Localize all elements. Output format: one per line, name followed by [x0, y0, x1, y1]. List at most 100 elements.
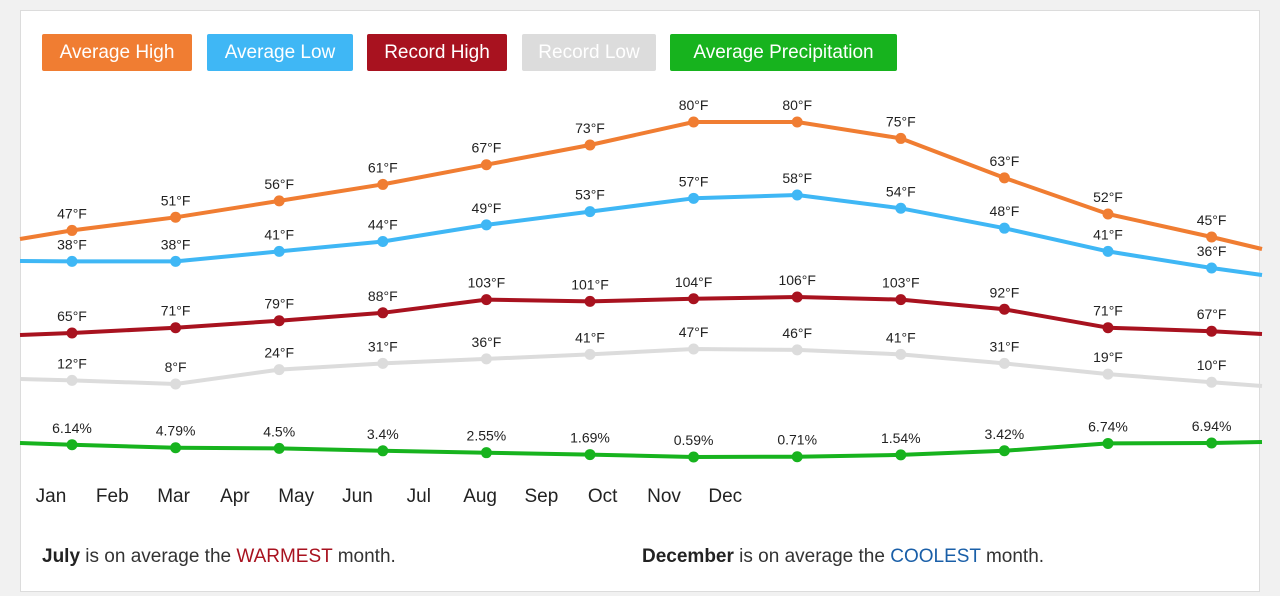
data-point-average-low-jun[interactable]	[584, 206, 596, 218]
data-point-average-high-may[interactable]	[480, 159, 492, 171]
data-label-record-low-oct: 31°F	[990, 338, 1020, 354]
data-point-record-low-aug[interactable]	[791, 344, 803, 356]
data-label-average-low-sep: 54°F	[886, 183, 916, 199]
data-point-average-low-mar[interactable]	[273, 245, 285, 257]
data-label-record-low-mar: 24°F	[264, 345, 294, 361]
data-point-average-precipitation-oct[interactable]	[998, 445, 1010, 457]
data-label-record-low-dec: 10°F	[1197, 357, 1227, 373]
data-point-record-high-feb[interactable]	[170, 322, 182, 334]
data-point-record-low-apr[interactable]	[377, 357, 389, 369]
data-point-average-low-sep[interactable]	[895, 202, 907, 214]
data-point-record-low-may[interactable]	[480, 353, 492, 365]
data-label-record-high-feb: 71°F	[161, 303, 191, 319]
data-label-record-high-nov: 71°F	[1093, 303, 1123, 319]
coolest-text-2: month.	[980, 546, 1045, 567]
data-point-average-low-jul[interactable]	[688, 192, 700, 204]
warmest-text-1: is on average the	[80, 546, 237, 567]
coolest-month: December	[642, 546, 734, 567]
data-point-average-high-oct[interactable]	[998, 172, 1010, 184]
data-point-average-precipitation-dec[interactable]	[1206, 437, 1218, 449]
data-point-average-precipitation-may[interactable]	[480, 447, 492, 459]
month-label-apr: Apr	[220, 486, 250, 507]
data-point-average-high-feb[interactable]	[170, 211, 182, 223]
data-label-average-high-may: 67°F	[472, 140, 502, 156]
data-point-record-high-may[interactable]	[480, 294, 492, 306]
data-point-average-low-feb[interactable]	[170, 255, 182, 267]
legend-record-high[interactable]: Record High	[367, 34, 507, 71]
legend-average-high[interactable]: Average High	[42, 34, 192, 71]
data-label-average-low-mar: 41°F	[264, 226, 294, 242]
data-label-average-high-feb: 51°F	[161, 192, 191, 208]
data-point-average-low-aug[interactable]	[791, 189, 803, 201]
series-line-average-low	[19, 193, 1263, 277]
series-record-low: 12°F 8°F 24°F 31°F 36°F 41°F 47°F 46°F 41°F 31°F 1…	[19, 324, 1263, 390]
coolest-summary: December is on average the COOLEST month…	[642, 546, 1044, 568]
data-label-record-low-feb: 8°F	[165, 359, 187, 375]
data-point-record-high-jan[interactable]	[66, 327, 78, 339]
data-point-average-low-nov[interactable]	[1102, 245, 1114, 257]
data-point-average-high-apr[interactable]	[377, 178, 389, 190]
data-point-average-high-aug[interactable]	[791, 116, 803, 128]
warmest-month: July	[42, 546, 81, 567]
data-point-record-low-jan[interactable]	[66, 374, 78, 386]
data-label-average-high-sep: 75°F	[886, 113, 916, 129]
data-point-average-high-jun[interactable]	[584, 139, 596, 151]
data-point-average-precipitation-aug[interactable]	[791, 451, 803, 463]
data-point-record-high-apr[interactable]	[377, 307, 389, 319]
data-point-record-low-jul[interactable]	[688, 343, 700, 355]
data-point-record-high-sep[interactable]	[895, 294, 907, 306]
data-point-average-precipitation-jul[interactable]	[688, 451, 700, 463]
data-point-average-high-sep[interactable]	[895, 132, 907, 144]
data-label-record-low-jan: 12°F	[57, 355, 87, 371]
legend-average-low[interactable]: Average Low	[207, 34, 353, 71]
data-label-average-precipitation-mar: 4.5%	[263, 423, 295, 439]
data-point-record-low-feb[interactable]	[170, 378, 182, 390]
data-point-average-precipitation-feb[interactable]	[170, 442, 182, 454]
data-point-record-high-nov[interactable]	[1102, 322, 1114, 334]
data-point-record-high-mar[interactable]	[273, 315, 285, 327]
legend-average-precipitation[interactable]: Average Precipitation	[670, 34, 897, 71]
data-point-record-high-jul[interactable]	[688, 293, 700, 305]
month-label-aug: Aug	[463, 486, 497, 507]
data-point-record-high-dec[interactable]	[1206, 325, 1218, 337]
data-point-record-low-jun[interactable]	[584, 348, 596, 360]
data-point-average-high-nov[interactable]	[1102, 208, 1114, 220]
data-point-average-high-dec[interactable]	[1206, 231, 1218, 243]
month-label-may: May	[278, 486, 315, 507]
data-point-average-precipitation-apr[interactable]	[377, 445, 389, 457]
data-point-record-low-dec[interactable]	[1206, 376, 1218, 388]
data-label-record-low-jul: 47°F	[679, 324, 709, 340]
data-label-average-high-jan: 47°F	[57, 205, 87, 221]
legend-record-low[interactable]: Record Low	[522, 34, 656, 71]
data-point-record-low-mar[interactable]	[273, 364, 285, 376]
data-point-average-precipitation-sep[interactable]	[895, 449, 907, 461]
data-point-average-precipitation-nov[interactable]	[1102, 437, 1114, 449]
month-label-jul: Jul	[406, 486, 431, 507]
data-label-average-high-nov: 52°F	[1093, 189, 1123, 205]
data-label-record-high-mar: 79°F	[264, 296, 294, 312]
data-point-record-low-oct[interactable]	[998, 357, 1010, 369]
data-point-average-low-may[interactable]	[480, 219, 492, 231]
data-point-record-high-jun[interactable]	[584, 295, 596, 307]
data-label-record-low-jun: 41°F	[575, 329, 605, 345]
data-point-record-high-aug[interactable]	[791, 291, 803, 303]
data-point-record-high-oct[interactable]	[998, 303, 1010, 315]
data-point-average-high-jan[interactable]	[66, 224, 78, 236]
data-point-average-high-mar[interactable]	[273, 195, 285, 207]
data-point-average-high-jul[interactable]	[688, 116, 700, 128]
data-point-record-low-sep[interactable]	[895, 348, 907, 360]
data-label-average-precipitation-may: 2.55%	[467, 428, 507, 444]
data-point-average-precipitation-jan[interactable]	[66, 439, 78, 451]
data-point-average-low-oct[interactable]	[998, 222, 1010, 234]
data-point-average-low-dec[interactable]	[1206, 262, 1218, 274]
data-label-average-precipitation-oct: 3.42%	[985, 426, 1025, 442]
data-point-average-precipitation-jun[interactable]	[584, 449, 596, 461]
data-point-average-precipitation-mar[interactable]	[273, 442, 285, 454]
series-average-low: 38°F 38°F 41°F 44°F 49°F 53°F 57°F 58°F 54°F 48°F…	[19, 170, 1263, 277]
data-point-record-low-nov[interactable]	[1102, 368, 1114, 380]
data-point-average-low-apr[interactable]	[377, 235, 389, 247]
data-label-average-high-oct: 63°F	[990, 153, 1020, 169]
series-average-precipitation: 6.14% 4.79% 4.5% 3.4% 2.55% 1.69% 0.59% 0.71% 1.…	[19, 418, 1263, 463]
data-point-average-low-jan[interactable]	[66, 255, 78, 267]
data-label-average-precipitation-feb: 4.79%	[156, 423, 196, 439]
